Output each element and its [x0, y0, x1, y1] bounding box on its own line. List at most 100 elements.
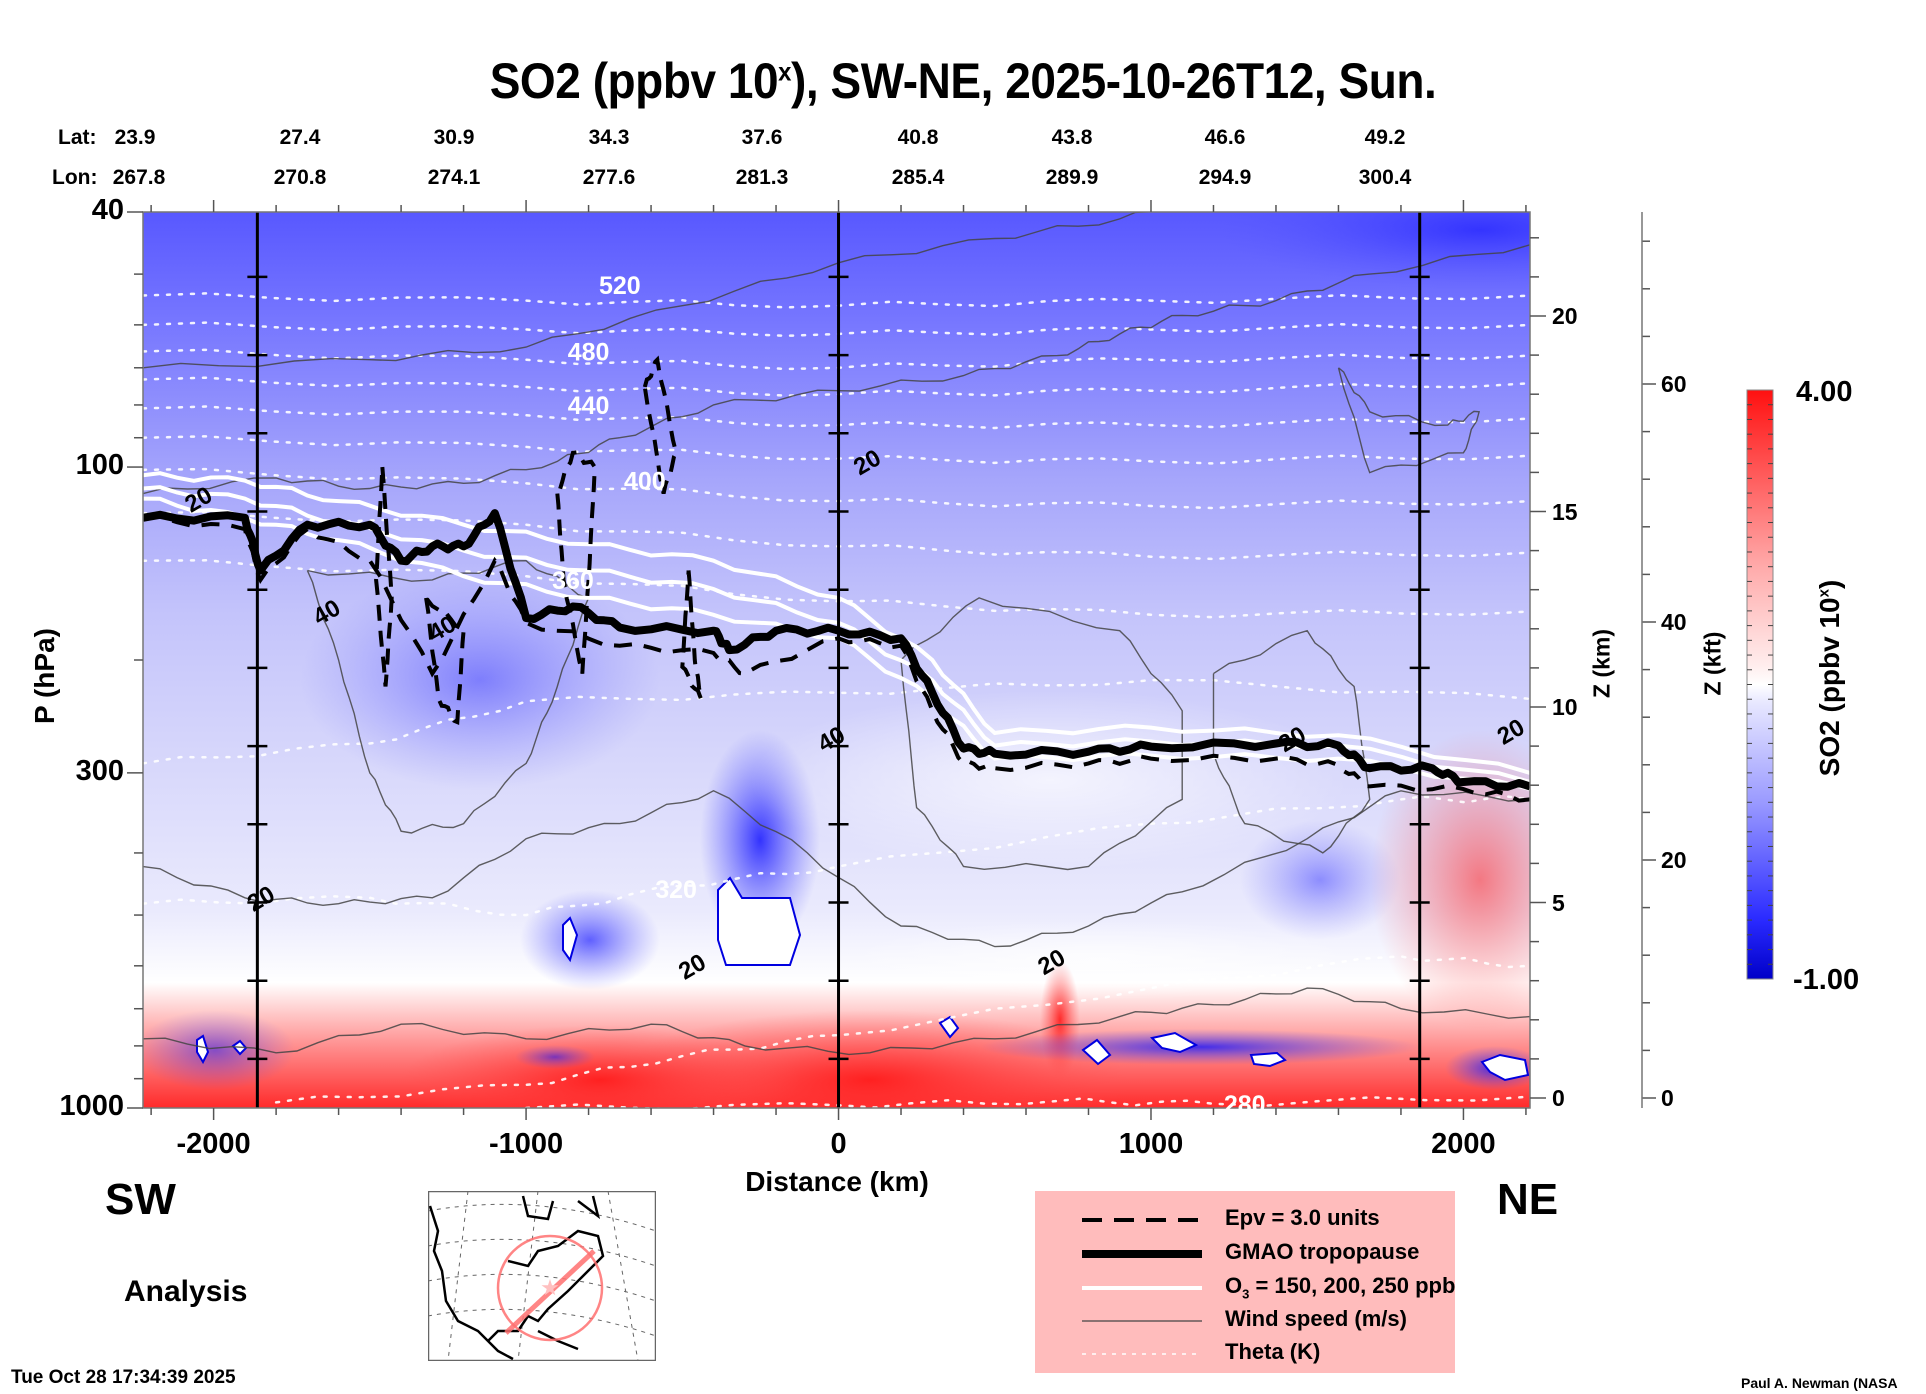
cross-section-track — [504, 1249, 596, 1335]
inset-map: ★ — [428, 1191, 656, 1361]
direction-left-label: SW — [105, 1175, 176, 1224]
lat-value: 49.2 — [1364, 126, 1406, 149]
so2-saturated-patch — [1081, 1038, 1112, 1066]
z-km-axis-title: Z (km) — [1588, 629, 1615, 698]
lon-value: 274.1 — [427, 166, 481, 189]
z-km-tick-label: 20 — [1552, 303, 1578, 329]
y-axis-title: P (hPa) — [29, 628, 60, 724]
so2-low-band — [515, 1045, 595, 1069]
so2-saturated-patch — [938, 1015, 960, 1039]
so2-low-region — [1220, 212, 1530, 290]
epv-3-contour — [424, 596, 466, 726]
theta-contour-320 — [143, 795, 1530, 917]
chart-title: SO2 (ppbv 10x), SW-NE, 2025-10-26T12, Su… — [489, 53, 1437, 109]
wind-speed-contour — [900, 597, 1183, 871]
so2-low-region — [300, 570, 660, 790]
lon-value: 285.4 — [891, 166, 945, 189]
z-kft-tick-label: 20 — [1661, 847, 1687, 873]
lat-value: 46.6 — [1204, 126, 1246, 149]
axes — [127, 200, 1656, 1120]
so2-low-region — [143, 1010, 295, 1090]
theta-label: 520 — [599, 272, 641, 300]
lat-label: Lat: — [58, 126, 97, 149]
z-kft-tick-label: 40 — [1661, 609, 1687, 635]
x-tick-label: -1000 — [488, 1128, 564, 1160]
y-tick-label: 40 — [91, 194, 124, 226]
lon-value: 294.9 — [1198, 166, 1252, 189]
so2-high-region — [400, 1025, 800, 1108]
ozone-contour-150 — [143, 471, 1530, 775]
reference-lines — [247, 212, 1430, 1108]
y-tick-label: 100 — [75, 449, 124, 482]
x-tick-label: 0 — [830, 1128, 847, 1160]
so2-saturated-patch — [562, 916, 579, 963]
z-kft-tick-label: 0 — [1661, 1085, 1674, 1111]
colorbar — [1746, 389, 1774, 980]
lon-value: 281.3 — [735, 166, 789, 189]
wind-speed-contour — [143, 212, 1167, 369]
lon-value: 270.8 — [273, 166, 327, 189]
legend-item-tropopause: GMAO tropopause — [1082, 1239, 1420, 1264]
z-km-tick-label: 15 — [1552, 498, 1578, 525]
legend-item-theta: Theta (K) — [1082, 1339, 1321, 1364]
wind-speed-contour — [1212, 629, 1371, 854]
theta-label: 440 — [568, 392, 610, 420]
so2-low-band — [980, 1029, 1420, 1065]
lat-value: 40.8 — [897, 126, 939, 149]
wind-speed-contour — [143, 790, 1530, 948]
x-tick-label: -2000 — [176, 1128, 251, 1160]
x-axis-title: Distance (km) — [745, 1166, 929, 1197]
colorbar-ticks — [1747, 404, 1773, 965]
z-km-tick-label: 10 — [1552, 694, 1578, 720]
epv-3-contour — [374, 466, 394, 687]
legend-item-wind: Wind speed (m/s) — [1082, 1306, 1407, 1331]
so2-high-region — [1370, 730, 1530, 1030]
graticule — [428, 1191, 656, 1361]
z-km-tick-label: 5 — [1552, 889, 1565, 916]
colorbar-title: SO2 (ppbv 10x) — [1814, 579, 1845, 777]
track-radius-circle — [496, 1234, 604, 1342]
timestamp: Tue Oct 28 17:34:39 2025 — [11, 1367, 236, 1388]
theta-label: 280 — [1224, 1091, 1266, 1119]
tropopause-line — [143, 509, 1530, 791]
x-tick-label: 1000 — [1118, 1128, 1184, 1160]
y-tick-label: 1000 — [59, 1090, 124, 1122]
theta-label: 360 — [552, 567, 594, 595]
z-kft-tick-label: 60 — [1661, 371, 1687, 397]
gmao-tropopause — [143, 509, 1530, 791]
lat-value: 43.8 — [1051, 126, 1093, 149]
so2-saturated-patch — [196, 1034, 210, 1065]
lat-value: 37.6 — [741, 126, 783, 149]
so2-low-region — [520, 890, 660, 990]
x-tick-label: 2000 — [1431, 1128, 1496, 1160]
epv-3-contour — [555, 450, 597, 675]
lon-value: 289.9 — [1045, 166, 1099, 189]
so2-saturated-patch — [717, 876, 802, 966]
lon-value: 277.6 — [582, 166, 636, 189]
lat-value: 30.9 — [433, 126, 475, 149]
run-type-label: Analysis — [124, 1275, 248, 1308]
wind-speed-contour — [143, 987, 1530, 1056]
so2-neutral-region — [840, 920, 1360, 1000]
direction-right-label: NE — [1497, 1175, 1559, 1224]
so2-field — [143, 212, 1530, 1108]
colorbar-max-label: 4.00 — [1796, 376, 1853, 408]
so2-saturated-patch — [1249, 1051, 1287, 1068]
lon-value: 300.4 — [1358, 166, 1412, 189]
coastlines — [428, 1195, 605, 1361]
credit: Paul A. Newman (NASA — [1741, 1375, 1898, 1391]
so2-low-region — [1240, 820, 1400, 940]
legend-item-ozone: O3 = 150, 200, 250 ppb — [1082, 1273, 1456, 1302]
so2-saturated-patch — [1480, 1053, 1530, 1082]
lat-value: 23.9 — [114, 126, 156, 149]
center-star-icon: ★ — [540, 1275, 560, 1300]
lat-value: 34.3 — [588, 126, 630, 149]
theta-label: 400 — [624, 468, 666, 496]
lon-value: 267.8 — [112, 166, 166, 189]
wind-speed-contour — [306, 559, 590, 834]
theta-contour-300 — [274, 955, 1530, 1104]
lat-value: 27.4 — [279, 126, 321, 149]
y-tick-label: 300 — [75, 754, 124, 787]
wind-speed-contour — [1337, 367, 1480, 474]
